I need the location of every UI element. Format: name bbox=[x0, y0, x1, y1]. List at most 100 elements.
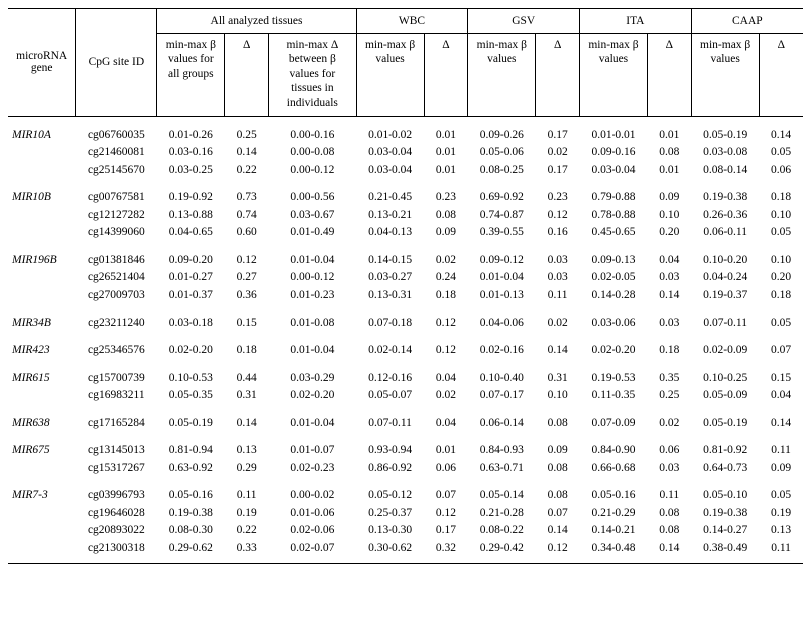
gene-name: MIR7-3 bbox=[8, 487, 76, 505]
value-wbc_mm: 0.25-0.37 bbox=[356, 505, 424, 523]
table-row: cg213003180.29-0.620.330.02-0.070.30-0.6… bbox=[8, 540, 803, 558]
cpg-id: cg15700739 bbox=[76, 370, 157, 388]
cpg-id: cg21300318 bbox=[76, 540, 157, 558]
value-all_d: 0.14 bbox=[225, 415, 269, 433]
value-all_mm: 0.81-0.94 bbox=[157, 442, 225, 460]
value-wbc_d: 0.12 bbox=[424, 342, 468, 360]
value-gsv_mm: 0.06-0.14 bbox=[468, 415, 536, 433]
value-caap_mm: 0.03-0.08 bbox=[691, 144, 759, 162]
value-wbc_mm: 0.02-0.14 bbox=[356, 342, 424, 360]
value-ita_mm: 0.09-0.13 bbox=[580, 252, 648, 270]
colhead-ita-delta: Δ bbox=[647, 34, 691, 117]
gene-name: MIR638 bbox=[8, 415, 76, 433]
colgroup-gsv: GSV bbox=[468, 9, 580, 34]
value-caap_mm: 0.04-0.24 bbox=[691, 269, 759, 287]
value-all_d: 0.15 bbox=[225, 315, 269, 333]
spacer bbox=[8, 432, 803, 442]
value-gsv_mm: 0.10-0.40 bbox=[468, 370, 536, 388]
gene-name bbox=[8, 505, 76, 523]
value-caap_mm: 0.19-0.37 bbox=[691, 287, 759, 305]
value-wbc_d: 0.12 bbox=[424, 315, 468, 333]
value-ita_mm: 0.02-0.20 bbox=[580, 342, 648, 360]
value-gsv_d: 0.03 bbox=[536, 252, 580, 270]
value-all_d: 0.12 bbox=[225, 252, 269, 270]
value-gsv_d: 0.11 bbox=[536, 287, 580, 305]
value-all_mm: 0.01-0.26 bbox=[157, 127, 225, 145]
value-ita_d: 0.11 bbox=[647, 487, 691, 505]
value-gsv_mm: 0.29-0.42 bbox=[468, 540, 536, 558]
value-wbc_mm: 0.01-0.02 bbox=[356, 127, 424, 145]
colhead-gene: microRNA gene bbox=[8, 9, 76, 117]
value-gsv_d: 0.10 bbox=[536, 387, 580, 405]
value-caap_d: 0.05 bbox=[759, 224, 803, 242]
value-all_mm: 0.01-0.27 bbox=[157, 269, 225, 287]
value-caap_mm: 0.10-0.20 bbox=[691, 252, 759, 270]
value-all_td: 0.01-0.04 bbox=[269, 252, 357, 270]
value-gsv_mm: 0.74-0.87 bbox=[468, 207, 536, 225]
value-gsv_mm: 0.84-0.93 bbox=[468, 442, 536, 460]
colhead-wbc-minmax: min-max β values bbox=[356, 34, 424, 117]
value-ita_d: 0.02 bbox=[647, 415, 691, 433]
value-all_td: 0.00-0.02 bbox=[269, 487, 357, 505]
value-all_d: 0.60 bbox=[225, 224, 269, 242]
cpg-id: cg20893022 bbox=[76, 522, 157, 540]
value-gsv_d: 0.08 bbox=[536, 460, 580, 478]
gene-name: MIR675 bbox=[8, 442, 76, 460]
value-gsv_d: 0.31 bbox=[536, 370, 580, 388]
value-caap_d: 0.10 bbox=[759, 207, 803, 225]
value-wbc_d: 0.04 bbox=[424, 415, 468, 433]
value-ita_d: 0.01 bbox=[647, 127, 691, 145]
value-all_mm: 0.05-0.16 bbox=[157, 487, 225, 505]
value-wbc_mm: 0.03-0.04 bbox=[356, 144, 424, 162]
gene-name: MIR10B bbox=[8, 189, 76, 207]
value-all_td: 0.01-0.07 bbox=[269, 442, 357, 460]
cpg-id: cg06760035 bbox=[76, 127, 157, 145]
value-caap_mm: 0.05-0.10 bbox=[691, 487, 759, 505]
value-caap_d: 0.10 bbox=[759, 252, 803, 270]
spacer bbox=[8, 405, 803, 415]
value-gsv_d: 0.14 bbox=[536, 342, 580, 360]
value-ita_mm: 0.03-0.06 bbox=[580, 315, 648, 333]
colhead-gsv-delta: Δ bbox=[536, 34, 580, 117]
value-caap_d: 0.09 bbox=[759, 460, 803, 478]
spacer bbox=[8, 179, 803, 189]
value-ita_mm: 0.19-0.53 bbox=[580, 370, 648, 388]
value-ita_d: 0.03 bbox=[647, 269, 691, 287]
value-all_d: 0.74 bbox=[225, 207, 269, 225]
value-ita_d: 0.25 bbox=[647, 387, 691, 405]
value-ita_mm: 0.34-0.48 bbox=[580, 540, 648, 558]
table-row: cg169832110.05-0.350.310.02-0.200.05-0.0… bbox=[8, 387, 803, 405]
value-all_mm: 0.08-0.30 bbox=[157, 522, 225, 540]
value-caap_d: 0.04 bbox=[759, 387, 803, 405]
value-gsv_d: 0.12 bbox=[536, 540, 580, 558]
table-row: cg265214040.01-0.270.270.00-0.120.03-0.2… bbox=[8, 269, 803, 287]
value-all_mm: 0.05-0.35 bbox=[157, 387, 225, 405]
colhead-cpg: CpG site ID bbox=[76, 9, 157, 117]
value-ita_mm: 0.79-0.88 bbox=[580, 189, 648, 207]
value-all_td: 0.00-0.08 bbox=[269, 144, 357, 162]
cpg-id: cg16983211 bbox=[76, 387, 157, 405]
table-wrapper: microRNA gene CpG site ID All analyzed t… bbox=[0, 0, 811, 572]
table-body: MIR10Acg067600350.01-0.260.250.00-0.160.… bbox=[8, 116, 803, 563]
value-wbc_d: 0.01 bbox=[424, 127, 468, 145]
value-ita_d: 0.04 bbox=[647, 252, 691, 270]
cpg-id: cg15317267 bbox=[76, 460, 157, 478]
cpg-id: cg25145670 bbox=[76, 162, 157, 180]
table-row: cg214600810.03-0.160.140.00-0.080.03-0.0… bbox=[8, 144, 803, 162]
value-all_d: 0.19 bbox=[225, 505, 269, 523]
value-ita_mm: 0.21-0.29 bbox=[580, 505, 648, 523]
colgroup-caap: CAAP bbox=[691, 9, 803, 34]
value-all_mm: 0.03-0.18 bbox=[157, 315, 225, 333]
cpg-id: cg21460081 bbox=[76, 144, 157, 162]
value-gsv_mm: 0.04-0.06 bbox=[468, 315, 536, 333]
value-gsv_d: 0.23 bbox=[536, 189, 580, 207]
colgroup-wbc: WBC bbox=[356, 9, 468, 34]
value-caap_mm: 0.19-0.38 bbox=[691, 505, 759, 523]
value-wbc_mm: 0.30-0.62 bbox=[356, 540, 424, 558]
value-wbc_d: 0.24 bbox=[424, 269, 468, 287]
value-caap_mm: 0.81-0.92 bbox=[691, 442, 759, 460]
value-ita_d: 0.14 bbox=[647, 540, 691, 558]
colhead-wbc-delta: Δ bbox=[424, 34, 468, 117]
value-gsv_d: 0.17 bbox=[536, 127, 580, 145]
value-wbc_mm: 0.07-0.18 bbox=[356, 315, 424, 333]
